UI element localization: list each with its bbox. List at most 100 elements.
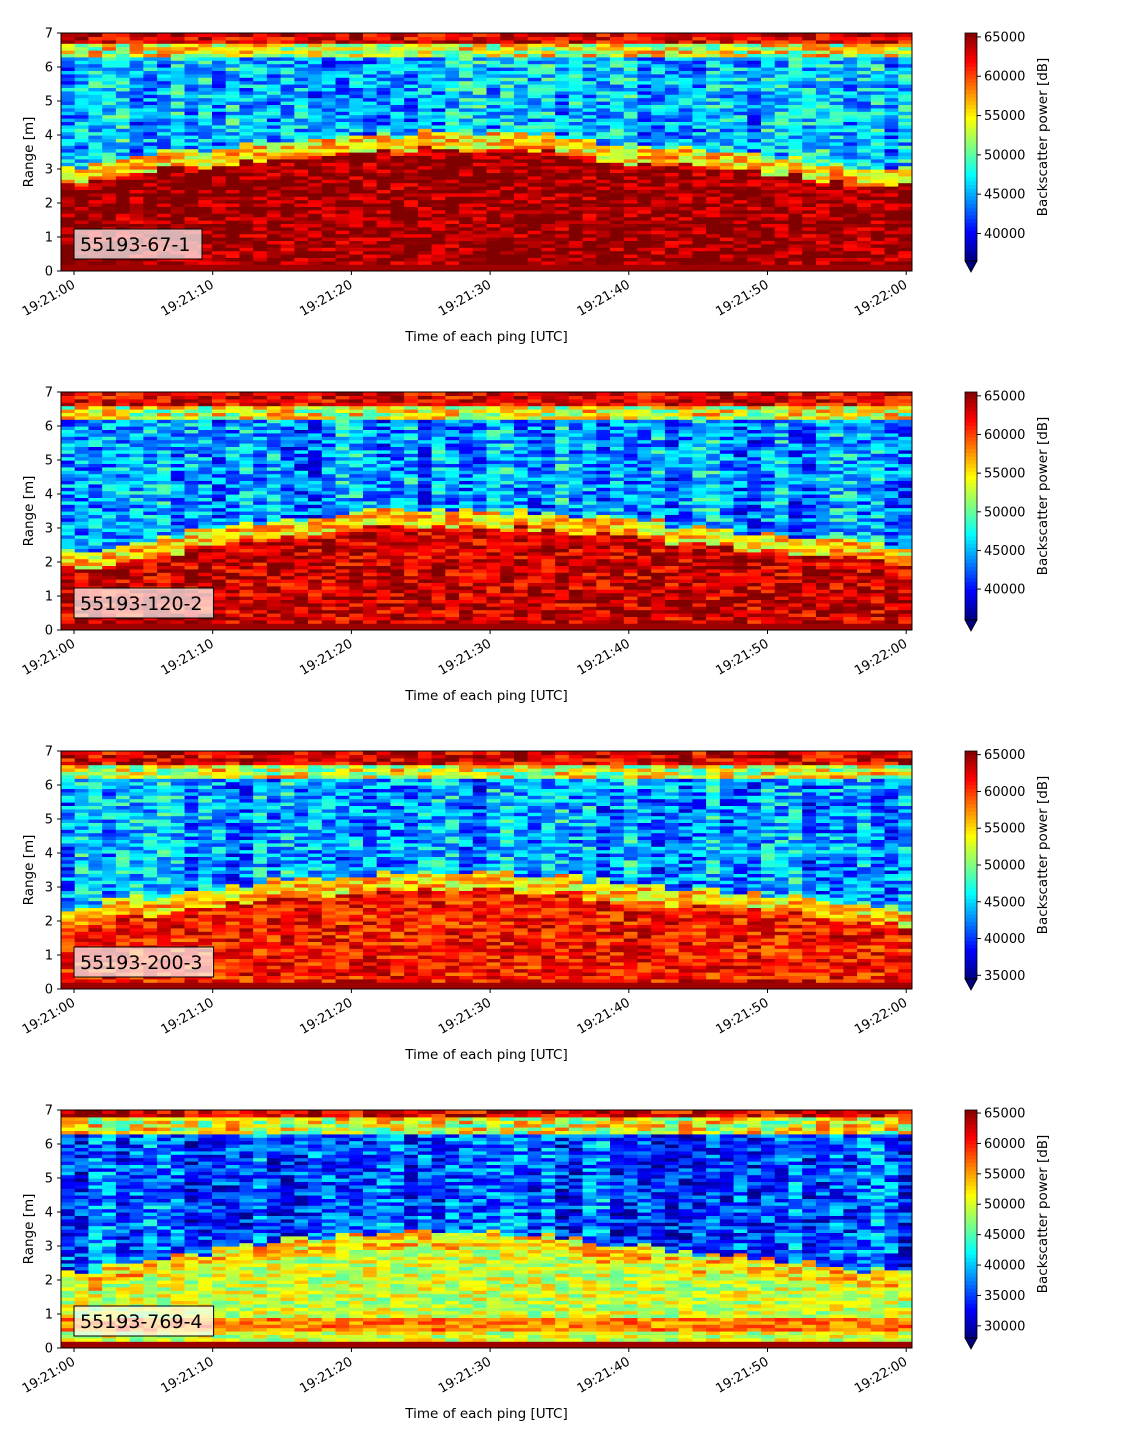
heatmap-cell — [115, 172, 131, 177]
heatmap-cell — [637, 182, 652, 187]
heatmap-cell — [747, 237, 762, 241]
heatmap-cell — [747, 247, 762, 252]
heatmap-cell — [692, 175, 707, 180]
heatmap-cell — [335, 206, 350, 211]
heatmap-cell — [170, 67, 186, 71]
heatmap-cell — [102, 186, 117, 190]
heatmap-cell — [61, 192, 76, 197]
heatmap-cell — [706, 216, 721, 221]
heatmap-cell — [898, 216, 912, 221]
colorbar-segment — [965, 78, 977, 83]
heatmap-cell — [61, 429, 76, 434]
heatmap-cell — [513, 196, 529, 201]
heatmap-cell — [513, 206, 529, 211]
heatmap-cell — [761, 104, 776, 109]
heatmap-cell — [102, 531, 117, 536]
heatmap-cell — [678, 237, 693, 241]
heatmap-cell — [788, 209, 803, 214]
heatmap-cell — [761, 216, 776, 221]
heatmap-cell — [211, 87, 227, 92]
heatmap-cell — [266, 199, 282, 204]
heatmap-cell — [692, 67, 707, 71]
heatmap-cell — [637, 138, 652, 143]
heatmap-cell — [829, 196, 844, 201]
heatmap-cell — [321, 53, 337, 58]
heatmap-cell — [239, 94, 254, 99]
heatmap-cell — [815, 101, 831, 105]
heatmap-cell — [102, 398, 117, 403]
heatmap-cell — [610, 267, 625, 271]
heatmap-cell — [294, 250, 309, 255]
heatmap-cell — [747, 192, 762, 197]
heatmap-cell — [102, 477, 117, 481]
heatmap-cell — [390, 257, 405, 262]
heatmap-cell — [733, 73, 748, 78]
heatmap-cell — [747, 138, 762, 143]
heatmap-cell — [459, 46, 474, 51]
heatmap-cell — [102, 209, 117, 214]
heatmap-cell — [527, 237, 543, 241]
heatmap-cell — [857, 97, 872, 102]
heatmap-cell — [815, 87, 831, 92]
heatmap-cell — [211, 114, 227, 119]
heatmap-cell — [582, 209, 597, 214]
heatmap-cell — [774, 141, 790, 146]
heatmap-cell — [788, 56, 803, 61]
heatmap-cell — [308, 104, 323, 109]
heatmap-cell — [239, 84, 254, 88]
heatmap-cell — [706, 94, 721, 99]
heatmap-cell — [445, 233, 460, 238]
heatmap-cell — [898, 104, 912, 109]
heatmap-cell — [472, 226, 488, 231]
heatmap-cell — [843, 206, 858, 211]
heatmap-cell — [596, 63, 611, 68]
colorbar-segment — [965, 234, 977, 239]
heatmap-cell — [198, 104, 213, 109]
heatmap-cell — [815, 56, 831, 61]
heatmap-cell — [500, 260, 515, 265]
heatmap-cell — [610, 111, 625, 116]
heatmap-cell — [678, 220, 693, 224]
heatmap-cell — [211, 145, 227, 150]
heatmap-cell — [445, 247, 460, 252]
heatmap-cell — [129, 432, 144, 437]
heatmap-cell — [335, 226, 350, 231]
heatmap-cell — [225, 206, 241, 211]
heatmap-cell — [829, 260, 844, 265]
heatmap-cell — [335, 203, 350, 207]
heatmap-cell — [527, 162, 543, 167]
colorbar-segment — [965, 181, 977, 186]
heatmap-cell — [651, 240, 666, 245]
heatmap-cell — [555, 172, 570, 177]
heatmap-cell — [500, 73, 515, 78]
heatmap-cell — [61, 250, 76, 255]
heatmap-cell — [829, 87, 844, 92]
heatmap-cell — [88, 477, 103, 481]
heatmap-cell — [788, 138, 803, 143]
heatmap-cell — [857, 63, 872, 68]
heatmap-cell — [225, 121, 241, 126]
x-tick-label: 19:21:50 — [713, 277, 771, 319]
heatmap-cell — [596, 36, 611, 41]
heatmap-cell — [143, 473, 158, 478]
heatmap-cell — [102, 392, 117, 396]
heatmap-cell — [815, 90, 831, 95]
colorbar-segment — [965, 86, 977, 91]
heatmap-cell — [376, 101, 392, 105]
heatmap-cell — [802, 216, 817, 221]
heatmap-cell — [308, 233, 323, 238]
heatmap-cell — [692, 250, 707, 255]
heatmap-cell — [500, 206, 515, 211]
heatmap-cell — [857, 247, 872, 252]
heatmap-cell — [692, 199, 707, 204]
heatmap-cell — [761, 46, 776, 51]
heatmap-cell — [857, 175, 872, 180]
heatmap-cell — [102, 412, 117, 417]
heatmap-cell — [596, 97, 611, 102]
heatmap-cell — [61, 80, 76, 85]
heatmap-cell — [651, 118, 666, 122]
heatmap-cell — [88, 121, 103, 126]
heatmap-cell — [102, 626, 117, 630]
heatmap-cell — [102, 33, 117, 37]
heatmap-cell — [335, 94, 350, 99]
